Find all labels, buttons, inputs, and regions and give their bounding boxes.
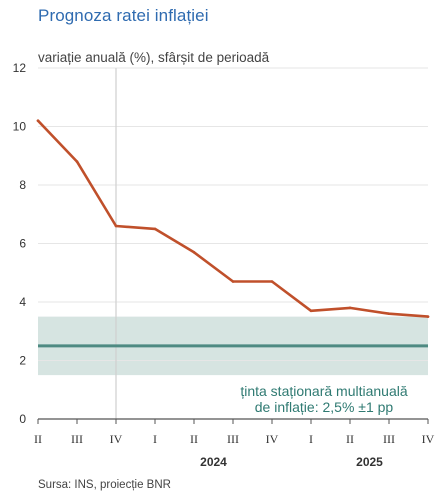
y-tick-label: 10: [13, 120, 27, 134]
data-point: [192, 250, 196, 254]
data-point: [114, 224, 118, 228]
data-point: [426, 315, 430, 318]
target-annotation: de inflație: 2,5% ±1 pp: [255, 399, 394, 415]
x-tick-label: IV: [422, 432, 435, 446]
y-tick-label: 12: [13, 61, 27, 75]
y-tick-label: 6: [19, 237, 26, 251]
x-tick-label: I: [309, 432, 313, 446]
y-tick-label: 2: [19, 354, 26, 368]
data-point: [270, 280, 274, 283]
x-tick-label: III: [227, 432, 239, 446]
data-point: [153, 227, 157, 231]
x-tick-label: II: [190, 432, 198, 446]
y-tick-label: 4: [19, 295, 26, 309]
data-point: [231, 280, 235, 283]
source-note: Sursa: INS, proiecție BNR: [38, 479, 171, 491]
y-tick-label: 0: [19, 412, 26, 426]
chart-title: Prognoza ratei inflației: [38, 6, 209, 25]
data-point: [75, 160, 79, 163]
x-tick-label: IV: [266, 432, 279, 446]
x-year-label: 2024: [200, 455, 227, 469]
data-point: [348, 306, 352, 310]
y-tick-label: 8: [19, 178, 26, 192]
data-point: [36, 119, 40, 122]
x-tick-label: IV: [110, 432, 123, 446]
data-point: [309, 309, 313, 313]
data-point: [387, 312, 391, 316]
x-tick-label: I: [153, 432, 157, 446]
x-tick-label: II: [34, 432, 42, 446]
inflation-forecast-line: [36, 119, 430, 318]
x-tick-label: III: [71, 432, 83, 446]
target-annotation: ținta staționară multianuală: [240, 383, 408, 399]
x-tick-label: III: [383, 432, 395, 446]
x-tick-label: II: [346, 432, 354, 446]
y-axis-label: variație anuală (%), sfârșit de perioadă: [38, 50, 270, 65]
x-year-label: 2025: [356, 455, 383, 469]
